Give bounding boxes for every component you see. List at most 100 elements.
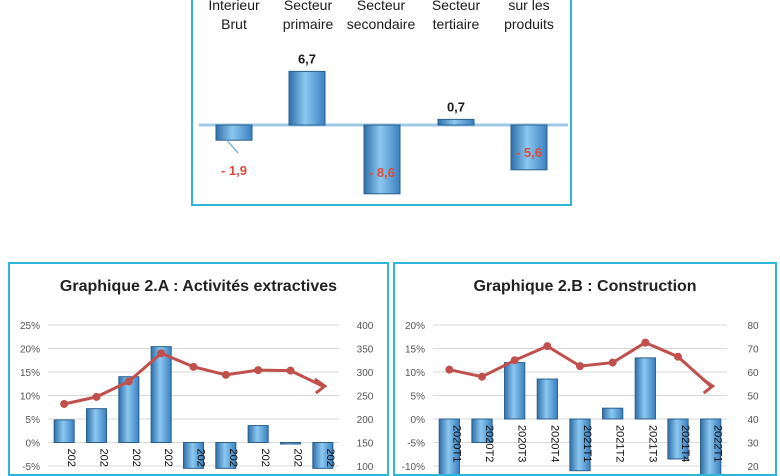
y-right-tick-label: 30 [747,439,759,450]
x-tick-label: 202 [162,449,174,467]
line-point [157,349,166,358]
x-tick-label: 202 [98,449,110,467]
header-interieur-brut: Interieur Brut [208,0,260,32]
y-right-tick-label: 150 [357,439,374,450]
chart-title: Graphique 2.B : Construction [473,278,697,295]
y-left-tick-label: 0% [26,439,41,450]
line-point [221,370,230,379]
y-left-tick-label: 15% [405,345,425,356]
bar [279,442,302,445]
line-point [60,399,69,408]
data-label: - 8,6 [369,165,395,180]
x-tick-label: 202 [227,449,239,467]
bar [150,346,172,443]
y-right-tick-label: 40 [747,415,759,426]
bar [363,124,401,195]
data-label: 6,7 [298,51,316,66]
line-arrowhead [701,377,716,395]
line-arrowhead [313,377,328,395]
label-leader [225,138,239,154]
bar [667,418,689,460]
x-tick-label: 2020T2 [483,425,495,462]
y-right-tick-label: 20 [747,462,759,473]
y-left-tick-label: 15% [20,368,40,379]
y-right-tick-label: 50 [747,392,759,403]
x-tick-label: 202 [195,449,207,467]
y-left-tick-label: 10% [20,392,40,403]
line-point [92,392,101,401]
header-secteur-primaire: Secteur primaire [282,0,334,32]
data-label: - 1,9 [221,163,247,178]
y-right-tick-label: 60 [747,368,759,379]
bar [247,425,269,444]
y-left-tick-label: 10% [405,368,425,379]
chart-extractives: 25% 20% 15% 10% 5% 0% -5% 400 350 300 250 200 150 100… [20,321,374,473]
x-tick-label: 202 [292,449,304,467]
header-sur-les-produits: sur les produits [504,0,554,32]
bar [700,418,722,474]
bar [536,378,558,420]
y-left-tick-label: 5% [26,415,41,426]
y-right-tick-label: 80 [747,321,759,332]
bar [471,418,493,443]
chart-construction: 20%15%10%5%0%-5%-10%-15%8070605040302020… [402,321,759,474]
x-tick-label: 202 [65,449,77,467]
bar [437,118,475,126]
y-right-tick-label: 100 [357,462,374,473]
bar [510,124,548,171]
data-label: 0,7 [447,99,465,114]
y-right-tick-label: 70 [747,345,759,356]
x-tick-label: 2021T3 [646,425,658,462]
y-right-tick-label: 350 [357,345,374,356]
bar [53,419,75,444]
bar [118,376,140,443]
line-point [189,362,198,371]
line-point [543,342,552,351]
y-right-tick-label: 250 [357,392,374,403]
chart-panel-extractives: Graphique 2.A : Activités extractives 25… [8,262,389,476]
bar [182,442,205,469]
y-right-tick-label: 400 [357,321,374,332]
y-right-tick-label: 200 [357,415,374,426]
x-tick-label: 202 [259,449,271,467]
line-point [478,372,486,381]
x-tick-label: 2020T3 [516,425,528,462]
bar [215,124,253,141]
line-point [254,366,263,375]
line-point [124,377,133,386]
line-point [674,352,682,361]
x-tick-label: 2020T4 [548,425,560,462]
x-tick-label: 202 [324,449,336,467]
x-tick-label: 2020T1 [450,425,462,462]
line-point [576,362,584,371]
sector-bar-chart: - 1,9 6,7 - 8,6 0,7 - 5,6 [199,51,568,195]
y-left-tick-label: 25% [20,321,40,332]
x-tick-label: 2021T4 [679,425,691,462]
x-tick-label: 2022T1 [712,425,724,462]
y-left-tick-label: 0% [411,415,426,426]
chart-panel-construction: Graphique 2.B : Construction 20% 15% 10% 5%… [393,262,777,476]
line-point [286,366,295,375]
bar [85,408,108,444]
bar [504,362,526,420]
bar [438,418,460,474]
header-secteur-tertiaire: Secteur tertiaire [431,0,481,32]
line-point [608,358,617,367]
y-left-tick-label: 20% [405,321,425,332]
y-left-tick-label: -5% [22,462,40,473]
bar [602,407,624,420]
y-left-tick-label: 5% [411,392,426,403]
bar [215,442,237,469]
line-point [510,356,519,365]
sector-contribution-panel: Interieur Brut Secteur primaire Secteur … [191,0,572,206]
x-tick-label: 2021T1 [581,425,593,462]
y-left-tick-label: 20% [20,345,40,356]
line-point [641,338,650,347]
data-label: - 5,6 [516,145,542,160]
line-series [63,351,324,406]
header-secteur-secondaire: Secteur secondaire [346,0,416,32]
bar [634,357,656,420]
bar [288,70,326,126]
line-point [445,365,454,374]
y-left-tick-label: -5% [407,439,425,450]
